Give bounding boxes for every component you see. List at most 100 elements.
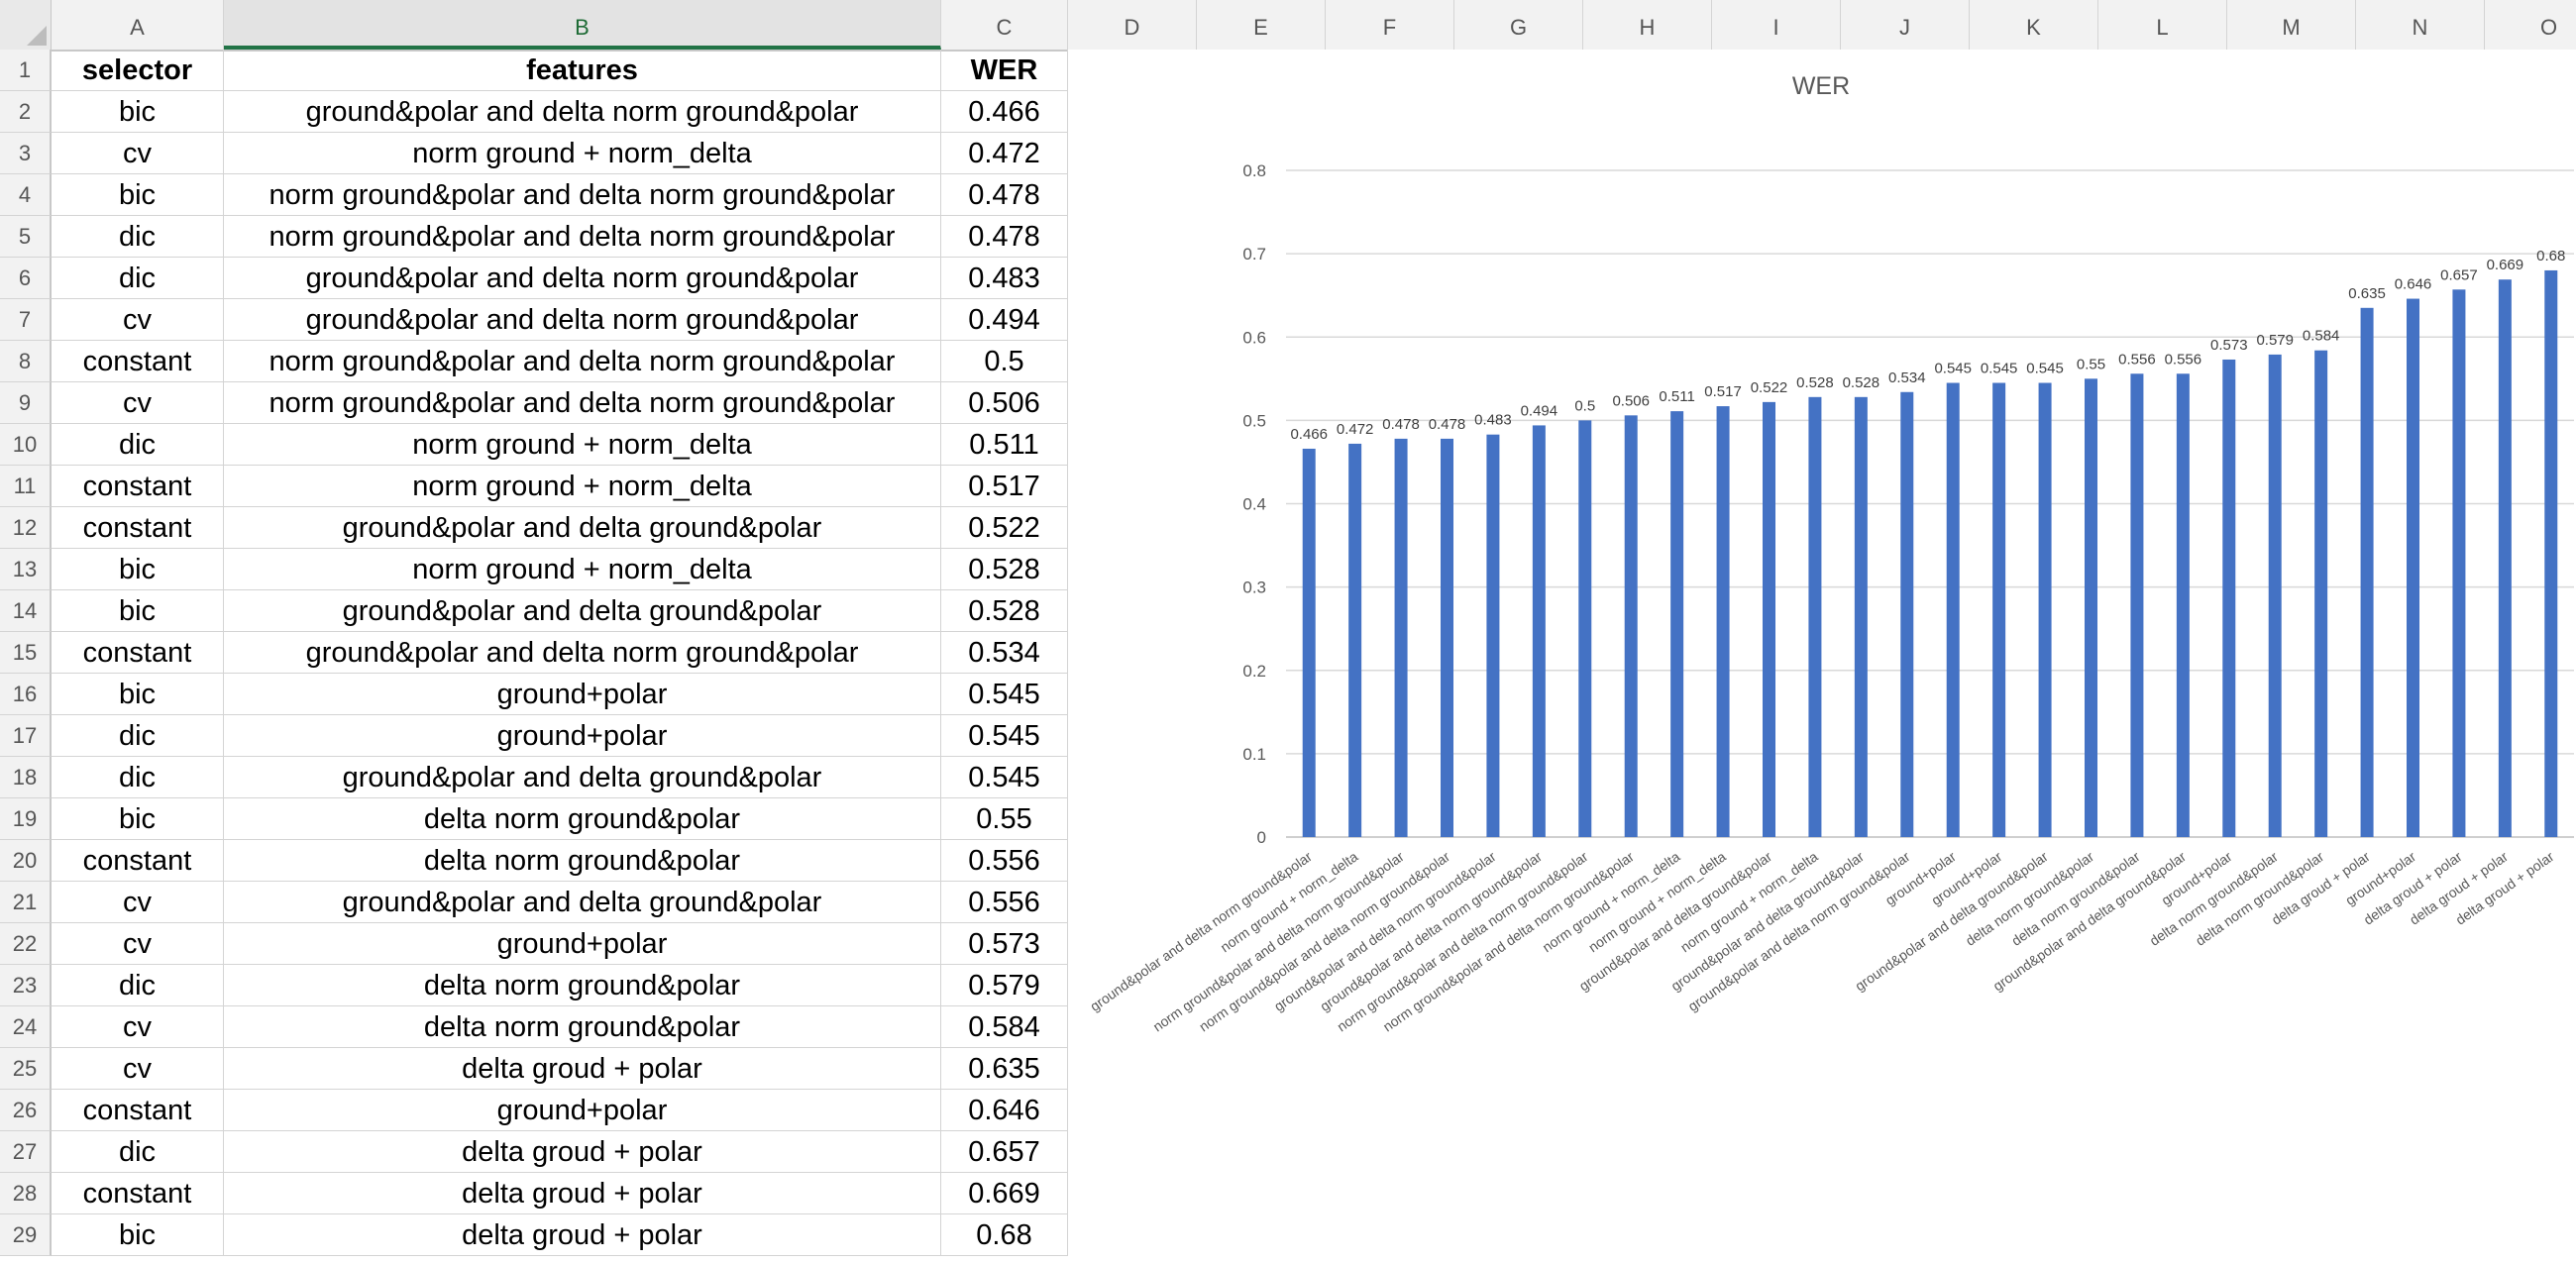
wer-cell[interactable]: 0.522 xyxy=(941,507,1068,549)
features-cell[interactable]: ground&polar and delta ground&polar xyxy=(224,757,941,798)
features-cell[interactable]: ground&polar and delta ground&polar xyxy=(224,507,941,549)
row-header-8[interactable]: 8 xyxy=(0,341,52,382)
selector-cell[interactable]: dic xyxy=(52,1131,224,1173)
row-header-17[interactable]: 17 xyxy=(0,715,52,757)
wer-cell[interactable]: 0.517 xyxy=(941,466,1068,507)
row-header-19[interactable]: 19 xyxy=(0,798,52,840)
features-cell[interactable]: ground+polar xyxy=(224,1090,941,1131)
row-header-16[interactable]: 16 xyxy=(0,674,52,715)
row-header-22[interactable]: 22 xyxy=(0,923,52,965)
row-header-1[interactable]: 1 xyxy=(0,50,52,91)
selector-cell[interactable]: dic xyxy=(52,757,224,798)
row-header-3[interactable]: 3 xyxy=(0,133,52,174)
features-cell[interactable]: norm ground&polar and delta norm ground&… xyxy=(224,174,941,216)
column-header-l[interactable]: L xyxy=(2098,0,2227,50)
features-cell[interactable]: norm ground + norm_delta xyxy=(224,133,941,174)
features-cell[interactable]: delta norm ground&polar xyxy=(224,965,941,1006)
wer-cell[interactable]: 0.573 xyxy=(941,923,1068,965)
row-header-21[interactable]: 21 xyxy=(0,882,52,923)
selector-cell[interactable]: cv xyxy=(52,133,224,174)
column-header-k[interactable]: K xyxy=(1970,0,2098,50)
header-cell-features[interactable]: features xyxy=(224,50,941,91)
row-header-25[interactable]: 25 xyxy=(0,1048,52,1090)
selector-cell[interactable]: bic xyxy=(52,549,224,590)
wer-cell[interactable]: 0.556 xyxy=(941,840,1068,882)
row-header-14[interactable]: 14 xyxy=(0,590,52,632)
header-cell-selector[interactable]: selector xyxy=(52,50,224,91)
row-header-10[interactable]: 10 xyxy=(0,424,52,466)
wer-cell[interactable]: 0.483 xyxy=(941,258,1068,299)
column-header-e[interactable]: E xyxy=(1197,0,1326,50)
features-cell[interactable]: norm ground&polar and delta norm ground&… xyxy=(224,382,941,424)
features-cell[interactable]: ground+polar xyxy=(224,674,941,715)
wer-cell[interactable]: 0.478 xyxy=(941,216,1068,258)
row-header-2[interactable]: 2 xyxy=(0,91,52,133)
features-cell[interactable]: norm ground&polar and delta norm ground&… xyxy=(224,216,941,258)
features-cell[interactable]: ground&polar and delta norm ground&polar xyxy=(224,258,941,299)
wer-cell[interactable]: 0.669 xyxy=(941,1173,1068,1214)
selector-cell[interactable]: bic xyxy=(52,674,224,715)
column-header-f[interactable]: F xyxy=(1326,0,1454,50)
row-header-26[interactable]: 26 xyxy=(0,1090,52,1131)
features-cell[interactable]: ground+polar xyxy=(224,923,941,965)
features-cell[interactable]: ground&polar and delta norm ground&polar xyxy=(224,299,941,341)
column-header-o[interactable]: O xyxy=(2485,0,2576,50)
row-header-9[interactable]: 9 xyxy=(0,382,52,424)
row-header-11[interactable]: 11 xyxy=(0,466,52,507)
wer-cell[interactable]: 0.646 xyxy=(941,1090,1068,1131)
features-cell[interactable]: norm ground&polar and delta norm ground&… xyxy=(224,341,941,382)
select-all-corner[interactable] xyxy=(0,0,52,50)
selector-cell[interactable]: cv xyxy=(52,299,224,341)
selector-cell[interactable]: bic xyxy=(52,174,224,216)
wer-cell[interactable]: 0.579 xyxy=(941,965,1068,1006)
features-cell[interactable]: delta norm ground&polar xyxy=(224,840,941,882)
selector-cell[interactable]: dic xyxy=(52,216,224,258)
row-header-29[interactable]: 29 xyxy=(0,1214,52,1256)
column-header-j[interactable]: J xyxy=(1841,0,1970,50)
wer-cell[interactable]: 0.506 xyxy=(941,382,1068,424)
features-cell[interactable]: ground&polar and delta norm ground&polar xyxy=(224,632,941,674)
row-header-4[interactable]: 4 xyxy=(0,174,52,216)
wer-chart[interactable]: WER 0 0.1 0.2 0.3 0.4 0.5 0.6 0.7 0.8 0.466 ground&… xyxy=(1068,50,2576,1264)
selector-cell[interactable]: dic xyxy=(52,424,224,466)
features-cell[interactable]: ground&polar and delta ground&polar xyxy=(224,590,941,632)
row-header-6[interactable]: 6 xyxy=(0,258,52,299)
wer-cell[interactable]: 0.68 xyxy=(941,1214,1068,1256)
features-cell[interactable]: norm ground + norm_delta xyxy=(224,466,941,507)
features-cell[interactable]: ground&polar and delta norm ground&polar xyxy=(224,91,941,133)
wer-cell[interactable]: 0.466 xyxy=(941,91,1068,133)
row-header-12[interactable]: 12 xyxy=(0,507,52,549)
row-header-5[interactable]: 5 xyxy=(0,216,52,258)
wer-cell[interactable]: 0.5 xyxy=(941,341,1068,382)
selector-cell[interactable]: cv xyxy=(52,882,224,923)
selector-cell[interactable]: constant xyxy=(52,507,224,549)
column-header-a[interactable]: A xyxy=(52,0,224,50)
features-cell[interactable]: ground+polar xyxy=(224,715,941,757)
wer-cell[interactable]: 0.584 xyxy=(941,1006,1068,1048)
row-header-27[interactable]: 27 xyxy=(0,1131,52,1173)
features-cell[interactable]: delta groud + polar xyxy=(224,1214,941,1256)
column-header-g[interactable]: G xyxy=(1454,0,1583,50)
wer-cell[interactable]: 0.545 xyxy=(941,757,1068,798)
wer-cell[interactable]: 0.545 xyxy=(941,674,1068,715)
column-header-c[interactable]: C xyxy=(941,0,1068,50)
row-header-24[interactable]: 24 xyxy=(0,1006,52,1048)
row-header-20[interactable]: 20 xyxy=(0,840,52,882)
wer-cell[interactable]: 0.494 xyxy=(941,299,1068,341)
wer-cell[interactable]: 0.511 xyxy=(941,424,1068,466)
selector-cell[interactable]: dic xyxy=(52,965,224,1006)
selector-cell[interactable]: constant xyxy=(52,840,224,882)
selector-cell[interactable]: constant xyxy=(52,1090,224,1131)
wer-cell[interactable]: 0.635 xyxy=(941,1048,1068,1090)
selector-cell[interactable]: cv xyxy=(52,382,224,424)
row-header-23[interactable]: 23 xyxy=(0,965,52,1006)
column-header-n[interactable]: N xyxy=(2356,0,2485,50)
selector-cell[interactable]: bic xyxy=(52,1214,224,1256)
selector-cell[interactable]: cv xyxy=(52,1048,224,1090)
wer-cell[interactable]: 0.556 xyxy=(941,882,1068,923)
wer-cell[interactable]: 0.55 xyxy=(941,798,1068,840)
features-cell[interactable]: norm ground + norm_delta xyxy=(224,549,941,590)
wer-cell[interactable]: 0.534 xyxy=(941,632,1068,674)
column-header-m[interactable]: M xyxy=(2227,0,2356,50)
column-header-i[interactable]: I xyxy=(1712,0,1841,50)
